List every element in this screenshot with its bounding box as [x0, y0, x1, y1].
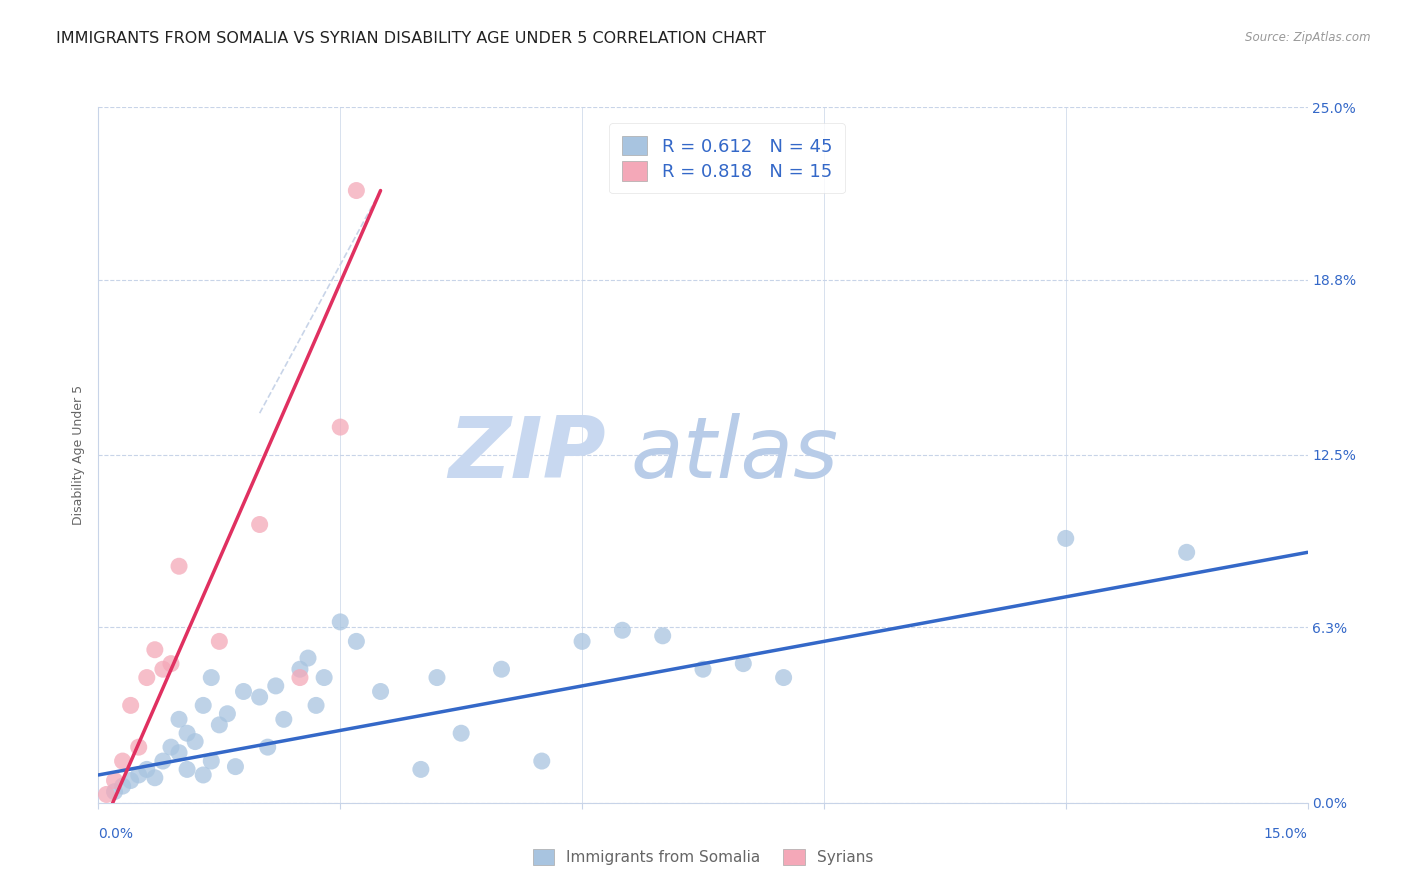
- Point: [297, 651, 319, 665]
- Point: [651, 629, 673, 643]
- Point: [128, 768, 150, 782]
- Point: [217, 706, 239, 721]
- Point: [491, 662, 513, 676]
- Point: [733, 657, 755, 671]
- Point: [772, 671, 794, 685]
- Point: [103, 785, 125, 799]
- Point: [143, 771, 166, 785]
- Point: [208, 718, 231, 732]
- Point: [167, 746, 190, 760]
- Point: [135, 671, 157, 685]
- Point: [193, 698, 215, 713]
- Point: [160, 657, 183, 671]
- Point: [288, 662, 311, 676]
- Point: [152, 662, 174, 676]
- Point: [530, 754, 553, 768]
- Point: [1175, 545, 1198, 559]
- Point: [167, 712, 190, 726]
- Point: [409, 763, 432, 777]
- Text: 15.0%: 15.0%: [1264, 827, 1308, 841]
- Y-axis label: Disability Age Under 5: Disability Age Under 5: [72, 384, 86, 525]
- Point: [1054, 532, 1077, 546]
- Point: [111, 779, 134, 793]
- Point: [208, 634, 231, 648]
- Point: [200, 754, 222, 768]
- Point: [273, 712, 295, 726]
- Point: [152, 754, 174, 768]
- Point: [249, 690, 271, 704]
- Point: [344, 184, 367, 198]
- Point: [200, 671, 222, 685]
- Point: [450, 726, 472, 740]
- Point: [329, 615, 352, 629]
- Point: [128, 740, 150, 755]
- Text: ZIP: ZIP: [449, 413, 606, 497]
- Point: [96, 788, 118, 802]
- Point: [344, 634, 367, 648]
- Point: [167, 559, 190, 574]
- Point: [184, 734, 207, 748]
- Point: [249, 517, 271, 532]
- Point: [329, 420, 352, 434]
- Point: [111, 754, 134, 768]
- Legend: R = 0.612   N = 45, R = 0.818   N = 15: R = 0.612 N = 45, R = 0.818 N = 15: [609, 123, 845, 194]
- Point: [256, 740, 278, 755]
- Point: [571, 634, 593, 648]
- Point: [426, 671, 449, 685]
- Point: [103, 773, 125, 788]
- Point: [176, 726, 198, 740]
- Point: [160, 740, 183, 755]
- Point: [288, 671, 311, 685]
- Point: [314, 671, 336, 685]
- Point: [264, 679, 287, 693]
- Text: atlas: atlas: [630, 413, 838, 497]
- Point: [232, 684, 254, 698]
- Point: [120, 773, 142, 788]
- Text: 0.0%: 0.0%: [98, 827, 134, 841]
- Point: [692, 662, 714, 676]
- Point: [120, 698, 142, 713]
- Text: Source: ZipAtlas.com: Source: ZipAtlas.com: [1246, 31, 1371, 45]
- Point: [135, 763, 157, 777]
- Legend: Immigrants from Somalia, Syrians: Immigrants from Somalia, Syrians: [526, 843, 880, 871]
- Point: [612, 624, 634, 638]
- Point: [193, 768, 215, 782]
- Text: IMMIGRANTS FROM SOMALIA VS SYRIAN DISABILITY AGE UNDER 5 CORRELATION CHART: IMMIGRANTS FROM SOMALIA VS SYRIAN DISABI…: [56, 31, 766, 46]
- Point: [176, 763, 198, 777]
- Point: [224, 759, 246, 773]
- Point: [305, 698, 328, 713]
- Point: [143, 642, 166, 657]
- Point: [370, 684, 392, 698]
